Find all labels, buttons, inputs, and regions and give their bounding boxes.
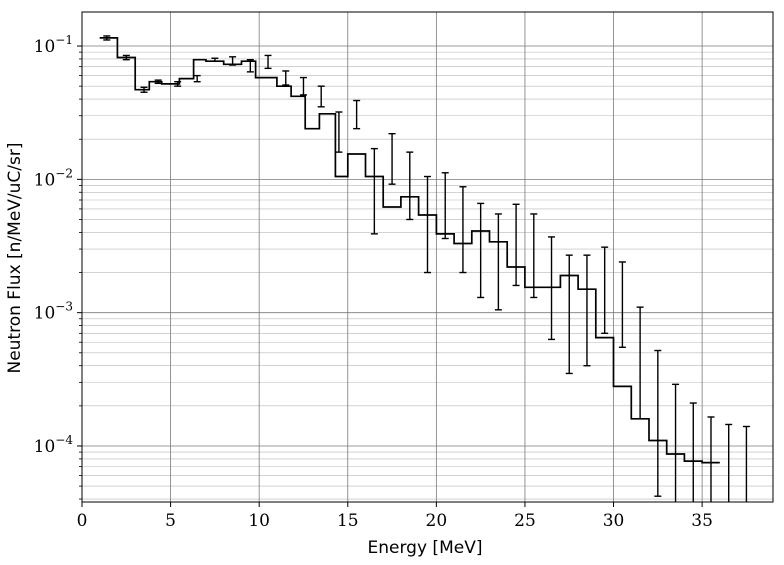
error-bar xyxy=(103,35,111,41)
x-tick-label: 15 xyxy=(337,511,359,531)
flux-step-series xyxy=(99,37,720,464)
error-bar xyxy=(154,79,162,85)
x-tick-label: 10 xyxy=(248,511,270,531)
error-bar xyxy=(424,175,431,274)
error-bar xyxy=(565,254,573,375)
error-bar xyxy=(583,254,591,367)
error-bars xyxy=(103,35,750,502)
error-bar xyxy=(672,383,680,502)
error-bar xyxy=(388,132,396,185)
plot-frame xyxy=(81,11,774,503)
x-axis-label: Energy [MeV] xyxy=(368,538,483,558)
error-bar xyxy=(530,213,538,299)
error-bar xyxy=(725,423,733,502)
error-bar xyxy=(689,402,697,502)
error-bar xyxy=(193,74,201,83)
error-bar xyxy=(742,425,750,502)
y-axis-ticks: 10−4 10−3 10−2 10−1 xyxy=(34,33,82,500)
error-bar xyxy=(317,85,325,108)
y-tick-label: 10−3 xyxy=(34,300,73,324)
x-tick-label: 35 xyxy=(691,511,713,531)
x-tick-label: 30 xyxy=(603,511,625,531)
y-tick-label: 10−1 xyxy=(34,33,73,57)
error-bar xyxy=(299,76,307,96)
x-tick-label: 0 xyxy=(77,511,88,531)
error-bar xyxy=(229,56,237,66)
y-tick-label: 10−4 xyxy=(34,433,74,457)
x-tick-label: 5 xyxy=(165,511,176,531)
error-bar xyxy=(211,57,219,62)
error-bar xyxy=(140,86,148,93)
error-bar xyxy=(512,203,520,287)
y-tick-label: 10−2 xyxy=(34,166,73,190)
error-bar xyxy=(122,54,130,61)
x-tick-label: 20 xyxy=(426,511,448,531)
error-bar xyxy=(494,213,502,311)
x-tick-label: 25 xyxy=(514,511,536,531)
error-bar xyxy=(618,261,626,348)
error-bar xyxy=(174,81,182,87)
error-bar xyxy=(353,99,361,130)
minor-gridlines xyxy=(82,51,773,500)
error-bar xyxy=(601,246,609,335)
flux-step-line xyxy=(99,37,720,464)
error-bar xyxy=(477,202,485,299)
error-bar xyxy=(406,151,414,221)
error-bar xyxy=(335,111,343,153)
error-bar xyxy=(707,416,715,502)
y-axis-label: Neutron Flux [n/MeV/uC/sr] xyxy=(5,142,25,373)
error-bar xyxy=(282,70,290,86)
error-bar xyxy=(264,54,272,70)
error-bar xyxy=(548,236,556,341)
error-bar xyxy=(441,172,449,240)
error-bar xyxy=(246,58,254,73)
x-axis-ticks: 0 5 10 15 20 25 30 35 xyxy=(77,502,713,531)
error-bar xyxy=(636,306,644,420)
error-bar xyxy=(370,147,378,235)
error-bar xyxy=(654,349,662,497)
error-bar xyxy=(459,186,467,274)
